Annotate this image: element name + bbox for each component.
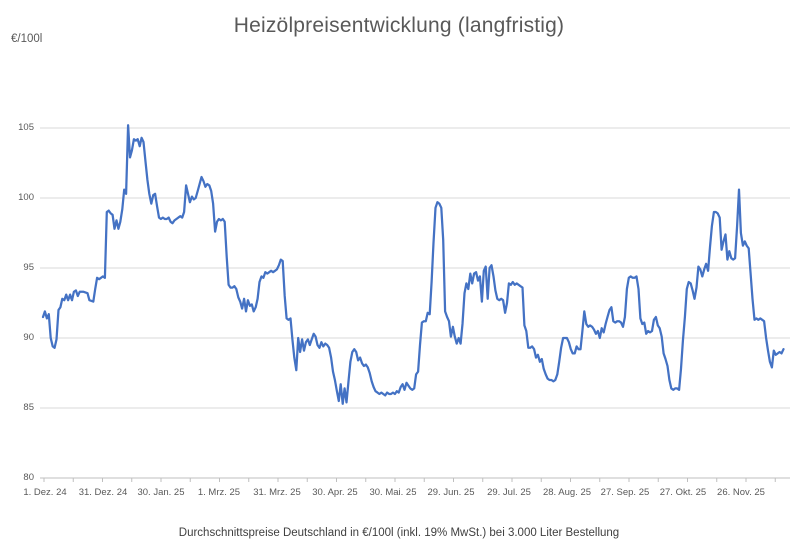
y-axis-label: 100: [18, 192, 34, 203]
x-axis-label: 27. Sep. 25: [600, 487, 650, 498]
y-axis-label: 105: [18, 122, 34, 133]
y-axis-label: 85: [23, 402, 34, 413]
x-axis-label: 31. Mrz. 25: [253, 487, 301, 498]
chart-footnote: Durchschnittspreise Deutschland in €/100…: [178, 527, 620, 539]
gridlines: [40, 127, 790, 479]
x-axis: [43, 478, 776, 482]
x-axis-label: 30. Apr. 25: [312, 487, 358, 498]
x-axis-label: 26. Nov. 25: [717, 487, 765, 498]
price-line-series: [41, 124, 785, 405]
x-axis-label: 27. Okt. 25: [659, 487, 707, 498]
y-axis-label: 90: [23, 332, 34, 343]
x-axis-label: 29. Jun. 25: [427, 487, 475, 498]
y-axis-label: 80: [23, 472, 34, 483]
x-axis-label: 1. Mrz. 25: [197, 487, 241, 498]
x-axis-label: 29. Jul. 25: [487, 487, 531, 498]
x-axis-label: 28. Aug. 25: [542, 487, 592, 498]
x-axis-label: 1. Dez. 24: [23, 487, 67, 498]
x-axis-label: 31. Dez. 24: [78, 487, 128, 498]
x-axis-label: 30. Jan. 25: [137, 487, 185, 498]
y-axis-unit-label: €/100l: [11, 33, 43, 45]
y-axis-label: 95: [23, 262, 34, 273]
x-axis-label: 30. Mai. 25: [369, 487, 417, 498]
chart-title: Heizölpreisentwicklung (langfristig): [233, 14, 565, 37]
